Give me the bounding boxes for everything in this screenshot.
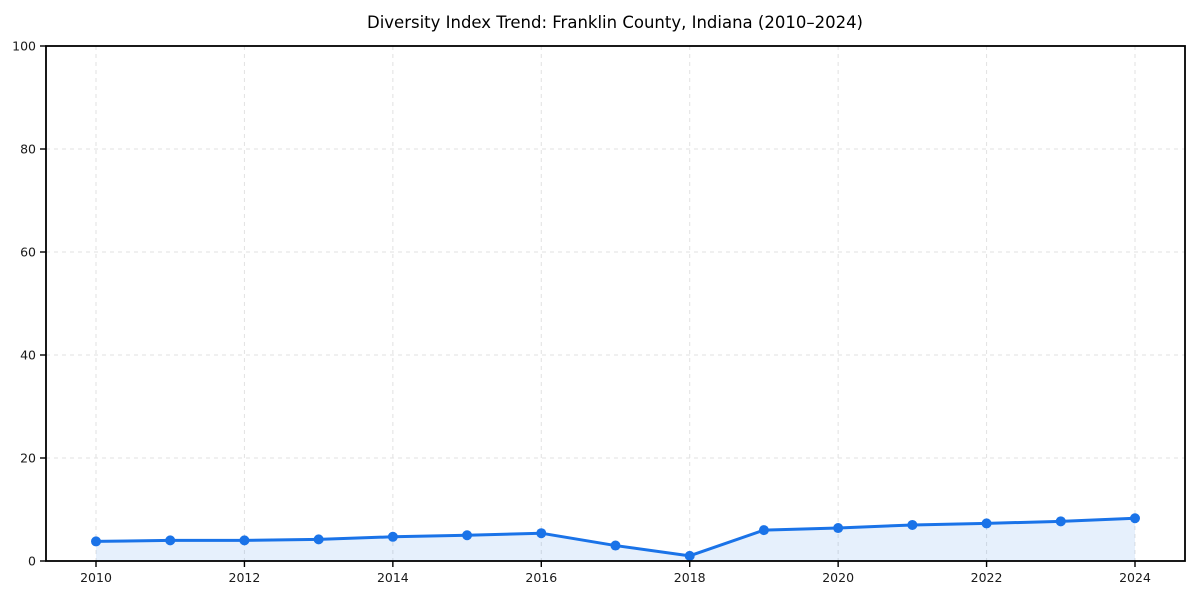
gridlines-group — [46, 46, 1185, 561]
x-tick-label: 2010 — [80, 570, 112, 585]
x-tick-label: 2012 — [229, 570, 261, 585]
x-tick-label: 2018 — [674, 570, 706, 585]
axes-group — [40, 45, 1186, 567]
data-point — [239, 535, 250, 546]
data-point — [462, 530, 473, 541]
y-tick-label: 60 — [20, 245, 36, 260]
x-tick-label: 2024 — [1119, 570, 1151, 585]
data-point — [313, 534, 324, 545]
data-point — [536, 528, 547, 539]
y-tick-label: 40 — [20, 348, 36, 363]
x-tick-label: 2020 — [822, 570, 854, 585]
data-point — [1130, 513, 1140, 524]
data-point — [758, 525, 769, 536]
chart-title: Diversity Index Trend: Franklin County, … — [367, 13, 863, 32]
data-point — [833, 523, 844, 534]
area-fill — [96, 518, 1135, 561]
x-tick-label: 2014 — [377, 570, 409, 585]
data-point — [1055, 516, 1066, 527]
data-point — [610, 540, 621, 551]
y-tick-label: 20 — [20, 451, 36, 466]
y-tick-label: 100 — [12, 39, 36, 54]
y-tick-label: 80 — [20, 142, 36, 157]
tick-labels-group: 2010 2012 2014 2016 2018 2020 2022 2024 0 20 40 60 8… — [12, 39, 1151, 586]
series-group — [91, 513, 1140, 561]
y-tick-label: 0 — [28, 554, 36, 569]
data-point — [165, 535, 176, 546]
data-point — [91, 536, 101, 547]
x-tick-label: 2022 — [971, 570, 1003, 585]
plot-border — [45, 45, 1186, 562]
x-tick-label: 2016 — [525, 570, 557, 585]
data-point — [387, 531, 398, 542]
data-point — [684, 550, 695, 561]
data-point — [981, 518, 992, 529]
data-point — [907, 519, 918, 530]
